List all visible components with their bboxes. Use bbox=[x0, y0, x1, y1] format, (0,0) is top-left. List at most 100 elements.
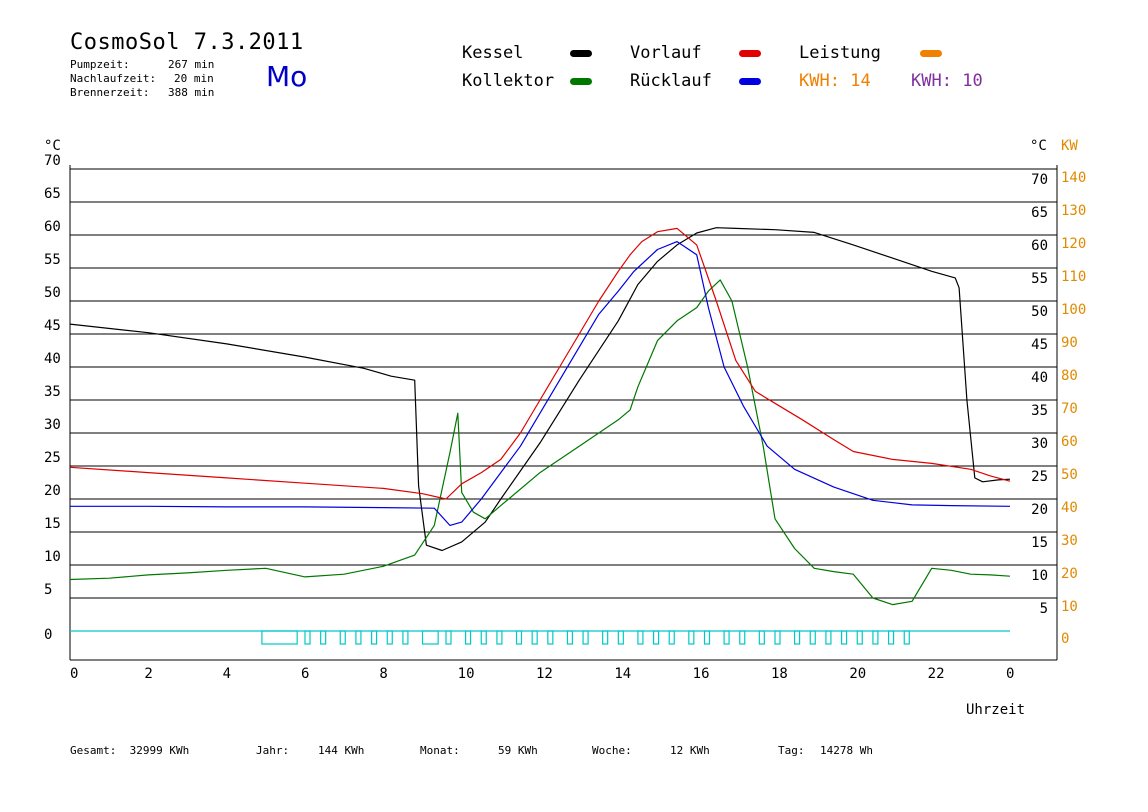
pump-pulse bbox=[480, 630, 487, 645]
pump-pulse bbox=[903, 630, 910, 645]
footer-jahr-value: 144 KWh bbox=[318, 744, 365, 757]
y-tick-left: 10 bbox=[44, 549, 61, 565]
x-tick: 8 bbox=[379, 666, 387, 682]
y-axis-label-left: °C bbox=[44, 138, 61, 154]
y-tick-right-c: 40 bbox=[1031, 370, 1048, 386]
legend-label-vorlauf: Vorlauf bbox=[630, 43, 702, 63]
pump-pulse bbox=[703, 630, 711, 645]
y-tick-left: 20 bbox=[44, 483, 61, 499]
x-tick: 2 bbox=[144, 666, 152, 682]
x-tick: 0 bbox=[70, 666, 78, 682]
legend-label-kessel: Kessel bbox=[462, 43, 524, 63]
pump-pulse bbox=[793, 630, 801, 645]
legend-swatch-kollektor bbox=[570, 78, 592, 85]
footer-tag: Tag: bbox=[778, 744, 805, 757]
y-tick-left: 0 bbox=[44, 627, 52, 643]
y-tick-right-kw: 130 bbox=[1061, 203, 1086, 219]
y-tick-right-c: 20 bbox=[1031, 502, 1048, 518]
y-tick-left: 70 bbox=[44, 153, 61, 169]
y-tick-left: 45 bbox=[44, 318, 61, 334]
pump-pulse bbox=[531, 630, 538, 645]
legend-kwh-orange: KWH: 14 bbox=[799, 71, 871, 91]
y-tick-right-kw: 120 bbox=[1061, 236, 1086, 252]
y-tick-right-c: 10 bbox=[1031, 568, 1048, 584]
x-tick: 10 bbox=[458, 666, 475, 682]
series-line-vorlauf bbox=[69, 227, 1011, 500]
y-tick-right-c: 60 bbox=[1031, 238, 1048, 254]
legend-label-leistung: Leistung bbox=[799, 43, 881, 63]
y-tick-left: 55 bbox=[44, 252, 61, 268]
pump-pulse bbox=[758, 630, 765, 645]
pump-pulse bbox=[464, 630, 472, 645]
pump-pulse bbox=[339, 630, 346, 645]
pump-pulse bbox=[652, 630, 660, 645]
y-tick-left: 50 bbox=[44, 285, 61, 301]
y-axis-label-right-kw: KW bbox=[1061, 138, 1078, 154]
pump-period bbox=[421, 630, 439, 645]
pump-pulse bbox=[602, 630, 609, 645]
weekday-label: Mo bbox=[266, 60, 308, 93]
series-line-kollektor bbox=[69, 279, 1011, 606]
stat-pumpzeit: Pumpzeit: 267 min bbox=[70, 58, 215, 71]
x-tick: 12 bbox=[536, 666, 553, 682]
y-tick-right-kw: 140 bbox=[1061, 170, 1086, 186]
pump-pulse bbox=[617, 630, 624, 645]
series-line-kessel bbox=[69, 227, 1011, 552]
legend-swatch-leistung bbox=[920, 50, 942, 57]
x-tick: 6 bbox=[301, 666, 309, 682]
pump-pulse bbox=[856, 630, 863, 645]
pump-pulse bbox=[402, 630, 409, 645]
y-tick-left: 5 bbox=[44, 582, 52, 598]
y-tick-left: 60 bbox=[44, 219, 61, 235]
y-tick-right-c: 30 bbox=[1031, 436, 1048, 452]
y-tick-right-kw: 0 bbox=[1061, 631, 1069, 647]
pump-pulse bbox=[547, 630, 554, 645]
pump-pulse bbox=[445, 630, 452, 645]
y-tick-right-c: 15 bbox=[1031, 535, 1048, 551]
pump-pulse bbox=[515, 630, 523, 645]
x-tick: 4 bbox=[223, 666, 231, 682]
y-tick-right-kw: 50 bbox=[1061, 467, 1078, 483]
stat-nachlaufzeit: Nachlaufzeit: 20 min bbox=[70, 72, 214, 85]
x-tick: 22 bbox=[928, 666, 945, 682]
pump-pulse bbox=[872, 630, 879, 645]
y-tick-right-kw: 40 bbox=[1061, 500, 1078, 516]
series-line-ruecklauf bbox=[70, 241, 1011, 527]
pump-pulse bbox=[582, 630, 589, 645]
y-tick-right-kw: 110 bbox=[1061, 269, 1086, 285]
pump-pulse bbox=[637, 630, 644, 645]
y-tick-right-kw: 100 bbox=[1061, 302, 1086, 318]
y-tick-left: 15 bbox=[44, 516, 61, 532]
x-tick: 14 bbox=[614, 666, 631, 682]
pump-pulse bbox=[887, 630, 895, 645]
y-tick-right-c: 35 bbox=[1031, 403, 1048, 419]
footer-gesamt: Gesamt: 32999 KWh bbox=[70, 744, 190, 757]
y-tick-right-c: 25 bbox=[1031, 469, 1048, 485]
pump-period bbox=[261, 630, 298, 645]
x-axis-label: Uhrzeit bbox=[966, 702, 1025, 718]
legend-swatch-ruecklauf bbox=[739, 78, 761, 85]
y-tick-right-kw: 10 bbox=[1061, 599, 1078, 615]
x-tick: 20 bbox=[849, 666, 866, 682]
chart-title: CosmoSol 7.3.2011 bbox=[70, 30, 304, 55]
y-tick-left: 35 bbox=[44, 384, 61, 400]
y-tick-left: 40 bbox=[44, 351, 61, 367]
pump-indicator bbox=[70, 630, 1010, 645]
pump-pulse bbox=[304, 630, 311, 645]
y-tick-right-c: 45 bbox=[1031, 337, 1048, 353]
stat-brennerzeit: Brennerzeit: 388 min bbox=[70, 86, 215, 99]
footer-woche: Woche: bbox=[592, 744, 632, 757]
chart-ticks: 0510152025303540455055606570510152025303… bbox=[44, 153, 1086, 682]
y-tick-right-kw: 30 bbox=[1061, 533, 1078, 549]
pump-pulse bbox=[809, 630, 816, 645]
pump-pulse bbox=[825, 630, 832, 645]
y-tick-left: 25 bbox=[44, 450, 61, 466]
pump-pulse bbox=[739, 630, 746, 645]
pump-pulse bbox=[688, 630, 695, 645]
pump-pulse bbox=[566, 630, 574, 645]
x-tick: 0 bbox=[1006, 666, 1014, 682]
pump-pulse bbox=[668, 630, 675, 645]
y-tick-right-c: 65 bbox=[1031, 205, 1048, 221]
pump-pulse bbox=[723, 630, 730, 645]
